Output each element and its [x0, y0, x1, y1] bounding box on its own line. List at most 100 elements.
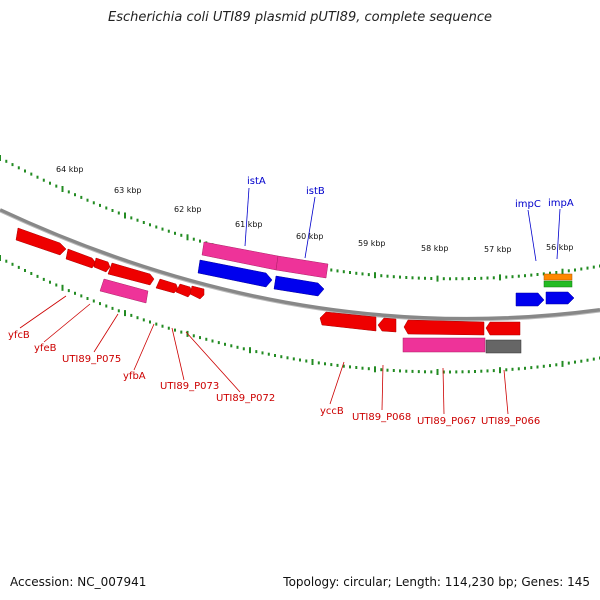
minor-tick [411, 276, 414, 280]
minor-tick [417, 276, 420, 280]
minor-tick [111, 209, 114, 212]
label-UTI89_P067: UTI89_P067 [417, 416, 476, 427]
minor-tick [24, 169, 26, 173]
minor-tick [505, 368, 508, 372]
label-impC: impC [515, 199, 541, 210]
minor-tick [336, 363, 339, 367]
major-tick [311, 359, 314, 365]
gene-UTI89_P072-b[interactable] [189, 285, 205, 300]
minor-tick [105, 206, 108, 210]
minor-tick [80, 195, 83, 199]
minor-tick [474, 277, 476, 280]
minor-tick [536, 273, 539, 276]
gene-UTI89_P067-red[interactable] [403, 319, 485, 336]
gene-small-1[interactable] [93, 257, 111, 273]
summary-text: Topology: circular; Length: 114,230 bp; … [283, 575, 590, 589]
minor-tick [255, 350, 258, 354]
major-tick [61, 186, 64, 192]
minor-tick [55, 184, 58, 188]
label-yfeB: yfeB [34, 343, 57, 354]
leader-impC [527, 209, 537, 262]
scale-label: 64 kbp [56, 165, 84, 174]
minor-tick [205, 337, 208, 341]
gene-impC[interactable] [515, 292, 545, 307]
minor-tick [267, 352, 270, 356]
major-tick [499, 367, 501, 374]
minor-tick [342, 270, 345, 274]
minor-tick [217, 341, 220, 345]
major-tick [561, 268, 564, 275]
minor-tick [117, 309, 120, 313]
minor-tick [574, 268, 576, 272]
minor-tick [11, 262, 14, 266]
plasmid-backbone-shadow [0, 211, 600, 322]
minor-tick [236, 345, 239, 349]
minor-tick [174, 328, 176, 332]
genes [15, 227, 575, 354]
minor-tick [30, 272, 33, 275]
label-yfbA: yfbA [123, 371, 146, 382]
gene-yfcB[interactable] [15, 227, 67, 256]
gene-orange[interactable] [543, 273, 573, 281]
minor-tick [430, 277, 433, 280]
minor-tick [530, 366, 533, 370]
minor-tick [461, 370, 464, 374]
minor-tick [324, 362, 326, 366]
minor-tick [349, 365, 351, 369]
minor-tick [111, 306, 114, 310]
minor-tick [330, 268, 333, 272]
gene-UTI89_P073[interactable] [155, 278, 179, 294]
gene-UTI89_P068[interactable] [377, 317, 397, 333]
minor-tick [105, 304, 108, 308]
minor-tick [211, 339, 214, 343]
major-tick [249, 347, 251, 354]
gene-UTI89_P067[interactable] [402, 337, 486, 353]
major-tick [0, 255, 1, 261]
minor-tick [192, 237, 195, 241]
minor-tick [524, 274, 526, 278]
minor-tick [305, 359, 308, 363]
gene-yccB[interactable] [319, 311, 377, 332]
minor-tick [511, 275, 514, 279]
scale-labels: 64 kbp 63 kbp 62 kbp 61 kbp 60 kbp 59 kb… [56, 165, 574, 254]
minor-tick [586, 358, 589, 362]
gene-transposase-1[interactable] [197, 259, 273, 288]
major-tick [499, 274, 501, 281]
minor-tick [505, 275, 508, 279]
label-UTI89_P073: UTI89_P073 [160, 381, 219, 392]
minor-tick [117, 211, 120, 215]
gene-yfbA[interactable] [107, 262, 155, 286]
map-title: Escherichia coli UTI89 plasmid pUTI89, c… [108, 10, 492, 25]
gene-yfeB[interactable] [65, 248, 97, 269]
minor-tick [36, 274, 39, 278]
minor-tick [424, 370, 426, 374]
minor-tick [555, 363, 558, 367]
leader-istB [304, 196, 316, 259]
minor-tick [461, 277, 464, 281]
minor-tick [405, 276, 408, 279]
gene-impA[interactable] [545, 291, 575, 305]
scale-label: 61 kbp [235, 220, 263, 229]
label-UTI89_P072: UTI89_P072 [216, 393, 275, 404]
minor-tick [180, 330, 183, 334]
gene-UTI89_P066[interactable] [485, 339, 522, 354]
leader-yfcB [19, 295, 67, 329]
gene-istB[interactable] [275, 255, 329, 279]
gene-UTI89_P072-a[interactable] [175, 283, 193, 298]
minor-tick [517, 274, 520, 278]
gene-UTI89_P066-red[interactable] [485, 321, 521, 336]
minor-tick [549, 364, 551, 368]
minor-tick [442, 370, 445, 374]
gene-green[interactable] [543, 280, 573, 288]
gene-transposase-2[interactable] [273, 275, 325, 297]
leader-yfeB [43, 303, 91, 343]
minor-tick [492, 369, 495, 373]
minor-tick [55, 283, 58, 287]
minor-tick [30, 172, 33, 176]
minor-tick [567, 361, 570, 365]
gene-UTI89_P075[interactable] [99, 278, 149, 304]
minor-tick [299, 358, 301, 362]
minor-tick [542, 364, 545, 368]
scale-label: 58 kbp [421, 244, 449, 253]
minor-tick [5, 159, 8, 163]
